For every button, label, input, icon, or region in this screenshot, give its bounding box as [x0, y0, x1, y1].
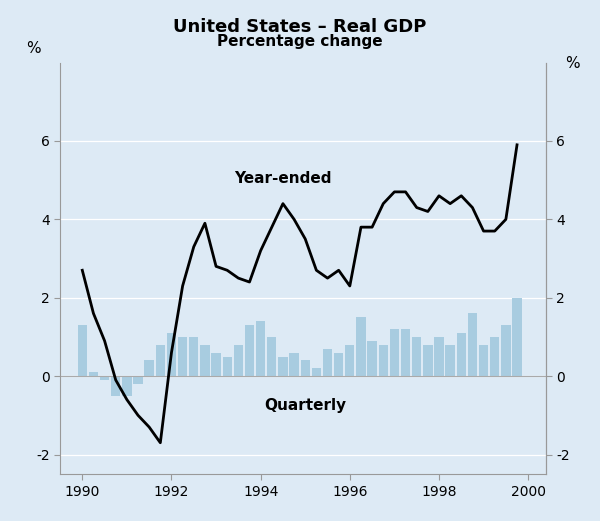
- Bar: [334, 353, 343, 376]
- Bar: [100, 376, 109, 380]
- Bar: [301, 361, 310, 376]
- Bar: [278, 356, 287, 376]
- Bar: [155, 345, 165, 376]
- Bar: [311, 368, 321, 376]
- Y-axis label: %: %: [26, 41, 41, 56]
- Bar: [479, 345, 488, 376]
- Bar: [200, 345, 209, 376]
- Bar: [401, 329, 410, 376]
- Bar: [289, 353, 299, 376]
- Bar: [445, 345, 455, 376]
- Bar: [468, 314, 477, 376]
- Bar: [434, 337, 443, 376]
- Bar: [512, 297, 522, 376]
- Bar: [111, 376, 121, 396]
- Bar: [233, 345, 243, 376]
- Bar: [345, 345, 355, 376]
- Bar: [189, 337, 199, 376]
- Bar: [267, 337, 277, 376]
- Text: United States – Real GDP: United States – Real GDP: [173, 18, 427, 36]
- Bar: [490, 337, 499, 376]
- Bar: [133, 376, 143, 384]
- Bar: [77, 325, 87, 376]
- Text: Quarterly: Quarterly: [264, 398, 346, 413]
- Bar: [211, 353, 221, 376]
- Bar: [223, 356, 232, 376]
- Bar: [145, 361, 154, 376]
- Y-axis label: %: %: [565, 56, 580, 71]
- Bar: [423, 345, 433, 376]
- Bar: [122, 376, 131, 396]
- Bar: [256, 321, 265, 376]
- Bar: [379, 345, 388, 376]
- Text: Year-ended: Year-ended: [234, 171, 331, 186]
- Bar: [323, 349, 332, 376]
- Bar: [356, 317, 365, 376]
- Bar: [412, 337, 421, 376]
- Text: Percentage change: Percentage change: [217, 34, 383, 49]
- Bar: [501, 325, 511, 376]
- Bar: [89, 372, 98, 376]
- Bar: [167, 333, 176, 376]
- Bar: [457, 333, 466, 376]
- Bar: [367, 341, 377, 376]
- Bar: [178, 337, 187, 376]
- Bar: [245, 325, 254, 376]
- Bar: [390, 329, 399, 376]
